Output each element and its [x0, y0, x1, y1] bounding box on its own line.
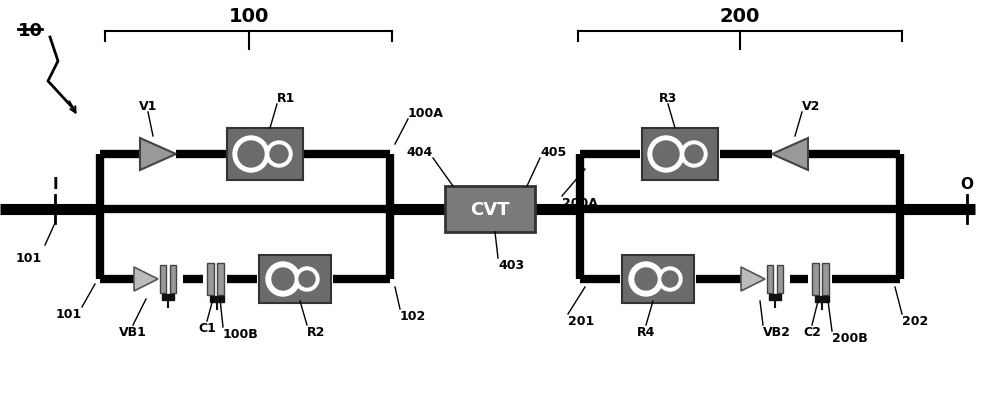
Circle shape [635, 269, 657, 290]
Circle shape [295, 267, 319, 291]
Text: 202: 202 [902, 314, 928, 327]
Text: O: O [960, 177, 973, 192]
Circle shape [662, 271, 678, 287]
Polygon shape [741, 267, 765, 291]
Text: 100A: 100A [408, 107, 444, 120]
Text: 200: 200 [720, 7, 760, 26]
Circle shape [266, 142, 292, 168]
Text: C1: C1 [198, 321, 216, 334]
Circle shape [272, 269, 294, 290]
Circle shape [658, 267, 682, 291]
Bar [622, 256, 694, 303]
Bar [769, 294, 781, 300]
Circle shape [299, 271, 315, 287]
Bar [162, 294, 174, 300]
Bar [815, 296, 829, 302]
Text: R2: R2 [307, 325, 325, 338]
Polygon shape [134, 267, 158, 291]
Circle shape [653, 142, 679, 168]
Bar [210, 296, 224, 302]
Circle shape [629, 262, 663, 296]
Bar [207, 263, 214, 295]
Bar [767, 265, 773, 293]
Bar [170, 265, 176, 293]
Polygon shape [140, 139, 176, 171]
Text: I: I [52, 177, 58, 192]
Text: 100B: 100B [223, 327, 259, 340]
Bar [822, 263, 829, 295]
Bar [259, 256, 331, 303]
Bar [642, 129, 718, 181]
Circle shape [238, 142, 264, 168]
Text: 100: 100 [228, 7, 269, 26]
Circle shape [685, 146, 703, 164]
Text: VB1: VB1 [119, 325, 147, 338]
Bar [777, 265, 783, 293]
Circle shape [266, 262, 300, 296]
Text: 101: 101 [16, 252, 42, 264]
Text: VB2: VB2 [763, 325, 791, 338]
Text: 200A: 200A [562, 196, 598, 209]
Text: 200B: 200B [832, 331, 868, 344]
Text: R3: R3 [659, 92, 677, 105]
Bar [217, 263, 224, 295]
Bar [160, 265, 166, 293]
Circle shape [648, 136, 684, 173]
Polygon shape [772, 139, 808, 171]
Text: R4: R4 [637, 325, 655, 338]
Circle shape [270, 146, 288, 164]
Bar [227, 129, 303, 181]
Text: 101: 101 [56, 307, 82, 320]
Bar [445, 187, 535, 232]
Circle shape [681, 142, 707, 168]
Text: V1: V1 [139, 100, 157, 113]
Bar [812, 263, 819, 295]
Text: 201: 201 [568, 314, 594, 327]
Text: 404: 404 [407, 146, 433, 159]
Text: CVT: CVT [470, 200, 510, 218]
Circle shape [233, 136, 269, 173]
Text: 403: 403 [498, 258, 524, 271]
Text: 405: 405 [540, 146, 566, 159]
Text: 102: 102 [400, 309, 426, 322]
Text: 10: 10 [18, 22, 43, 40]
Text: C2: C2 [803, 325, 821, 338]
Text: R1: R1 [277, 92, 295, 105]
Text: V2: V2 [802, 100, 820, 113]
